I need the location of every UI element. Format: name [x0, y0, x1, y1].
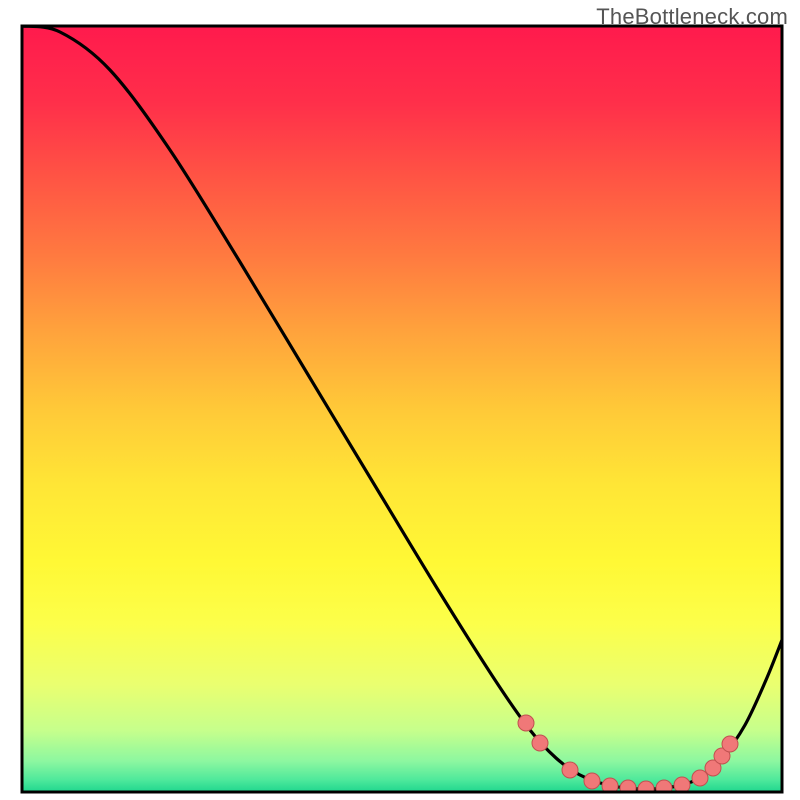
watermark-text: TheBottleneck.com	[596, 4, 788, 30]
plot-area	[22, 26, 782, 792]
curve-marker	[722, 736, 738, 752]
curve-marker	[562, 762, 578, 778]
bottleneck-chart	[0, 0, 800, 800]
chart-container: TheBottleneck.com	[0, 0, 800, 800]
curve-marker	[692, 770, 708, 786]
curve-marker	[584, 773, 600, 789]
curve-marker	[532, 735, 548, 751]
curve-marker	[518, 715, 534, 731]
